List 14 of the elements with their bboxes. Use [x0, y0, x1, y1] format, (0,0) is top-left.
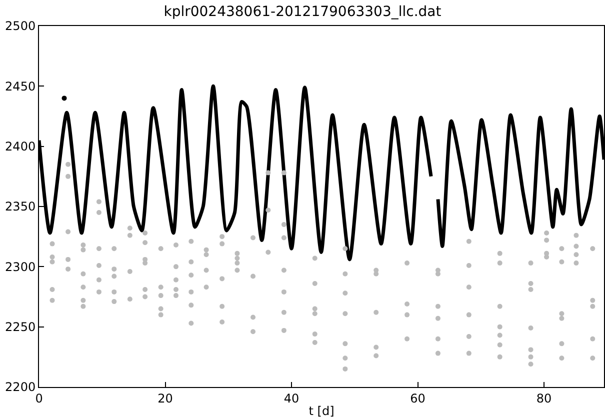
x-tick-label: 40 [284, 391, 300, 406]
x-tick-label: 0 [35, 391, 43, 406]
x-tick-label: 80 [536, 391, 552, 406]
y-tick-label: 2250 [5, 320, 36, 334]
y-tick-label: 2400 [5, 140, 36, 154]
y-tick-label: 2300 [5, 260, 36, 274]
y-tick-label: 2450 [5, 79, 36, 94]
y-tick-label: 2200 [5, 380, 36, 394]
x-tick-label: 20 [158, 391, 173, 406]
x-axis-title: t [d] [308, 404, 334, 418]
x-tick-label: 60 [410, 391, 426, 406]
chart-title: kplr002438061-2012179063303_llc.dat [164, 4, 442, 20]
y-tick-label: 2350 [5, 200, 36, 214]
y-tick-label: 2500 [5, 19, 36, 34]
